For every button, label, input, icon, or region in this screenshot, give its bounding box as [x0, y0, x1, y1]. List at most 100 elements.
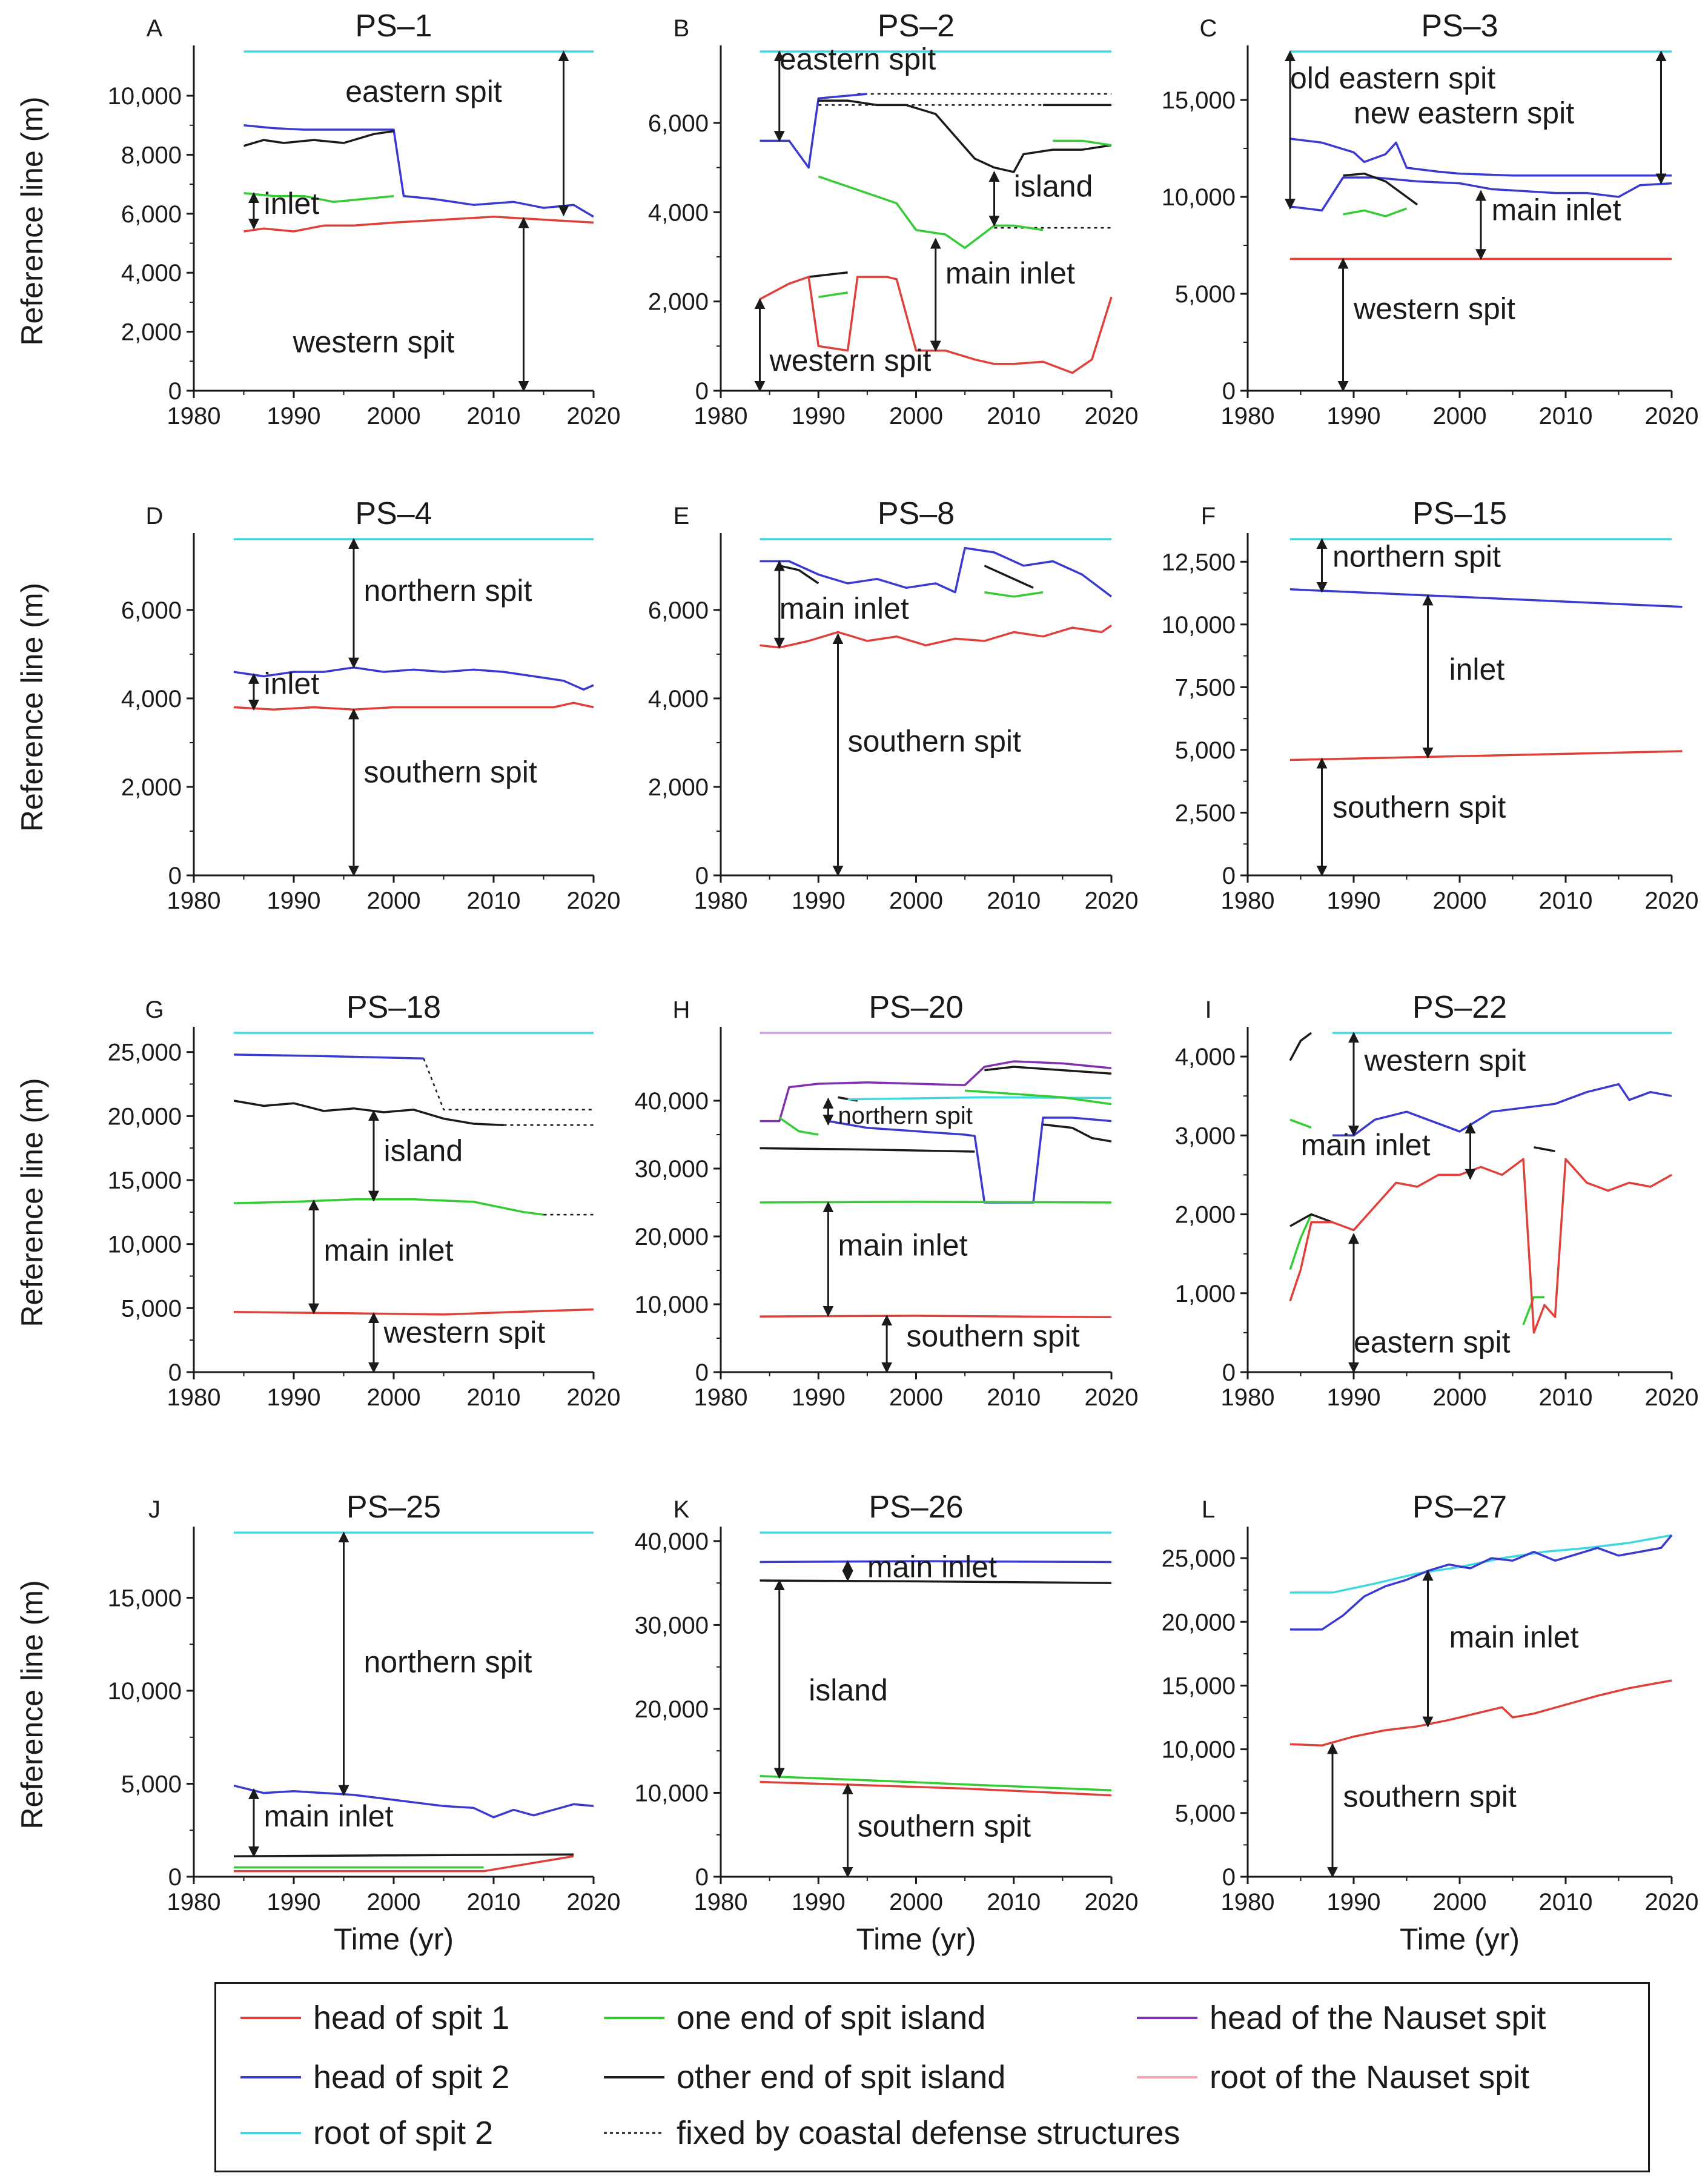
x-tick-label: 2020	[1645, 1384, 1699, 1411]
x-tick-label: 2000	[1433, 887, 1487, 914]
series-line	[1534, 1146, 1555, 1153]
panel-letter: I	[1205, 997, 1211, 1023]
y-tick-label: 5,000	[1175, 281, 1236, 308]
annotation-label: northern spit	[364, 1645, 532, 1679]
x-axis-label: Time (yr)	[334, 1922, 454, 1956]
x-tick-label: 2020	[567, 1889, 621, 1916]
series-line	[759, 276, 1113, 374]
y-tick-label: 2,000	[121, 319, 182, 346]
legend-swatch	[240, 2076, 301, 2078]
annotation-label: northern spit	[364, 574, 532, 608]
y-tick-label: 30,000	[635, 1612, 709, 1639]
x-axis-label: Time (yr)	[1400, 1922, 1520, 1956]
y-tick-label: 4,000	[121, 260, 182, 287]
y-axis-label: Reference line (m)	[15, 1078, 49, 1327]
y-tick-label: 2,000	[121, 774, 182, 801]
x-tick-label: 2010	[987, 887, 1041, 914]
x-tick-label: 2000	[889, 403, 943, 430]
x-tick-label: 1990	[267, 403, 321, 430]
x-tick-label: 2010	[467, 403, 521, 430]
y-tick-label: 2,000	[1175, 1202, 1236, 1229]
annotation-label: island	[1014, 169, 1093, 203]
x-tick-label: 1990	[267, 1889, 321, 1916]
panel-letter: C	[1200, 15, 1217, 42]
legend-swatch	[1137, 2076, 1197, 2078]
y-axis-label: Reference line (m)	[15, 583, 49, 832]
y-tick-label: 10,000	[1162, 612, 1236, 639]
annotation-label: northern spit	[1332, 540, 1501, 574]
annotation-label: eastern spit	[780, 42, 936, 76]
series-line	[1289, 1213, 1312, 1270]
annotation-label: southern spit	[1332, 791, 1506, 824]
series-line	[1053, 139, 1112, 147]
legend-label: root of the Nauset spit	[1210, 2059, 1530, 2095]
x-tick-label: 2010	[467, 887, 521, 914]
legend-label: head of spit 2	[313, 2059, 510, 2095]
y-tick-label: 25,000	[1162, 1545, 1236, 1572]
series-line	[233, 1853, 574, 1857]
x-tick-label: 1980	[167, 403, 221, 430]
annotation-label: southern spit	[858, 1809, 1031, 1843]
x-tick-label: 1980	[694, 1384, 748, 1411]
y-tick-label: 3,000	[1175, 1123, 1236, 1149]
panel-letter: B	[674, 15, 690, 42]
series-line	[760, 1579, 1112, 1584]
annotation-label: main inlet	[264, 1799, 394, 1833]
y-tick-label: 4,000	[1175, 1044, 1236, 1070]
x-tick-label: 2010	[987, 1889, 1041, 1916]
series-line	[964, 1089, 1112, 1106]
x-tick-label: 2010	[1539, 403, 1593, 430]
y-tick-label: 40,000	[635, 1088, 709, 1115]
y-tick-label: 15,000	[1162, 87, 1236, 114]
annotation-label: southern spit	[364, 755, 537, 789]
annotation-label: inlet	[1449, 652, 1505, 686]
panel-F: 0 2,500 5,000 7,500 10,000 12,500 1980 1990 2000…	[1162, 496, 1699, 914]
y-tick-label: 2,000	[648, 289, 709, 316]
legend-item: head of spit 1	[240, 1994, 509, 2042]
panel-letter: E	[674, 503, 690, 529]
x-tick-label: 2020	[567, 887, 621, 914]
legend-swatch	[604, 2017, 664, 2019]
x-axis-label: Time (yr)	[856, 1922, 976, 1956]
x-tick-label: 2010	[987, 1384, 1041, 1411]
series-line	[233, 1100, 504, 1126]
legend-label: head of the Nauset spit	[1210, 2000, 1546, 2036]
panel-title: PS–25	[346, 1490, 441, 1525]
panel-H: 0 10,000 20,000 30,000 40,000 1980 1990 2000 201…	[635, 990, 1139, 1411]
y-tick-label: 10,000	[108, 83, 182, 110]
panel-L: 0 5,000 10,000 15,000 20,000 25,000 1980 1990 20…	[1162, 1490, 1699, 1956]
x-tick-label: 2020	[1645, 403, 1699, 430]
series-line	[760, 1775, 1112, 1792]
legend-label: head of spit 1	[313, 2000, 510, 2036]
series-line	[818, 99, 1112, 173]
panel-C: 0 5,000 10,000 15,000 1980 1990 2000 2010 2020 PS…	[1162, 8, 1699, 430]
x-tick-label: 1980	[694, 887, 748, 914]
series-line	[1289, 1679, 1672, 1747]
series-line	[760, 1780, 1112, 1797]
x-tick-label: 2000	[1433, 403, 1487, 430]
y-tick-label: 10,000	[1162, 184, 1236, 211]
panel-title: PS–1	[355, 8, 432, 44]
series-line	[1289, 1032, 1312, 1061]
y-tick-label: 6,000	[648, 597, 709, 624]
panel-A: 0 2,000 4,000 6,000 8,000 10,000 1980 1990 2000 2…	[15, 8, 620, 430]
annotation-label: main inlet	[780, 591, 909, 625]
figure-panels: 0 2,000 4,000 6,000 8,000 10,000 1980 1990 2000 2…	[15, 8, 1699, 1956]
annotation-label: inlet	[264, 667, 320, 701]
annotation-label: western spit	[1364, 1044, 1526, 1078]
y-tick-label: 6,000	[121, 597, 182, 624]
y-tick-label: 0	[695, 863, 709, 889]
series-line	[233, 1784, 594, 1819]
x-tick-label: 2000	[367, 1384, 421, 1411]
legend-swatch	[240, 2017, 301, 2019]
x-tick-label: 1990	[792, 403, 846, 430]
series-line	[1042, 1123, 1112, 1143]
annotation-label: northern spit	[838, 1103, 973, 1129]
series-line	[760, 1560, 1112, 1564]
x-tick-label: 1980	[694, 403, 748, 430]
series-line	[1289, 750, 1683, 761]
annotation-label: southern spit	[848, 725, 1021, 758]
series-line	[1343, 172, 1418, 206]
y-tick-label: 0	[168, 378, 182, 405]
panel-title: PS–20	[869, 990, 963, 1025]
